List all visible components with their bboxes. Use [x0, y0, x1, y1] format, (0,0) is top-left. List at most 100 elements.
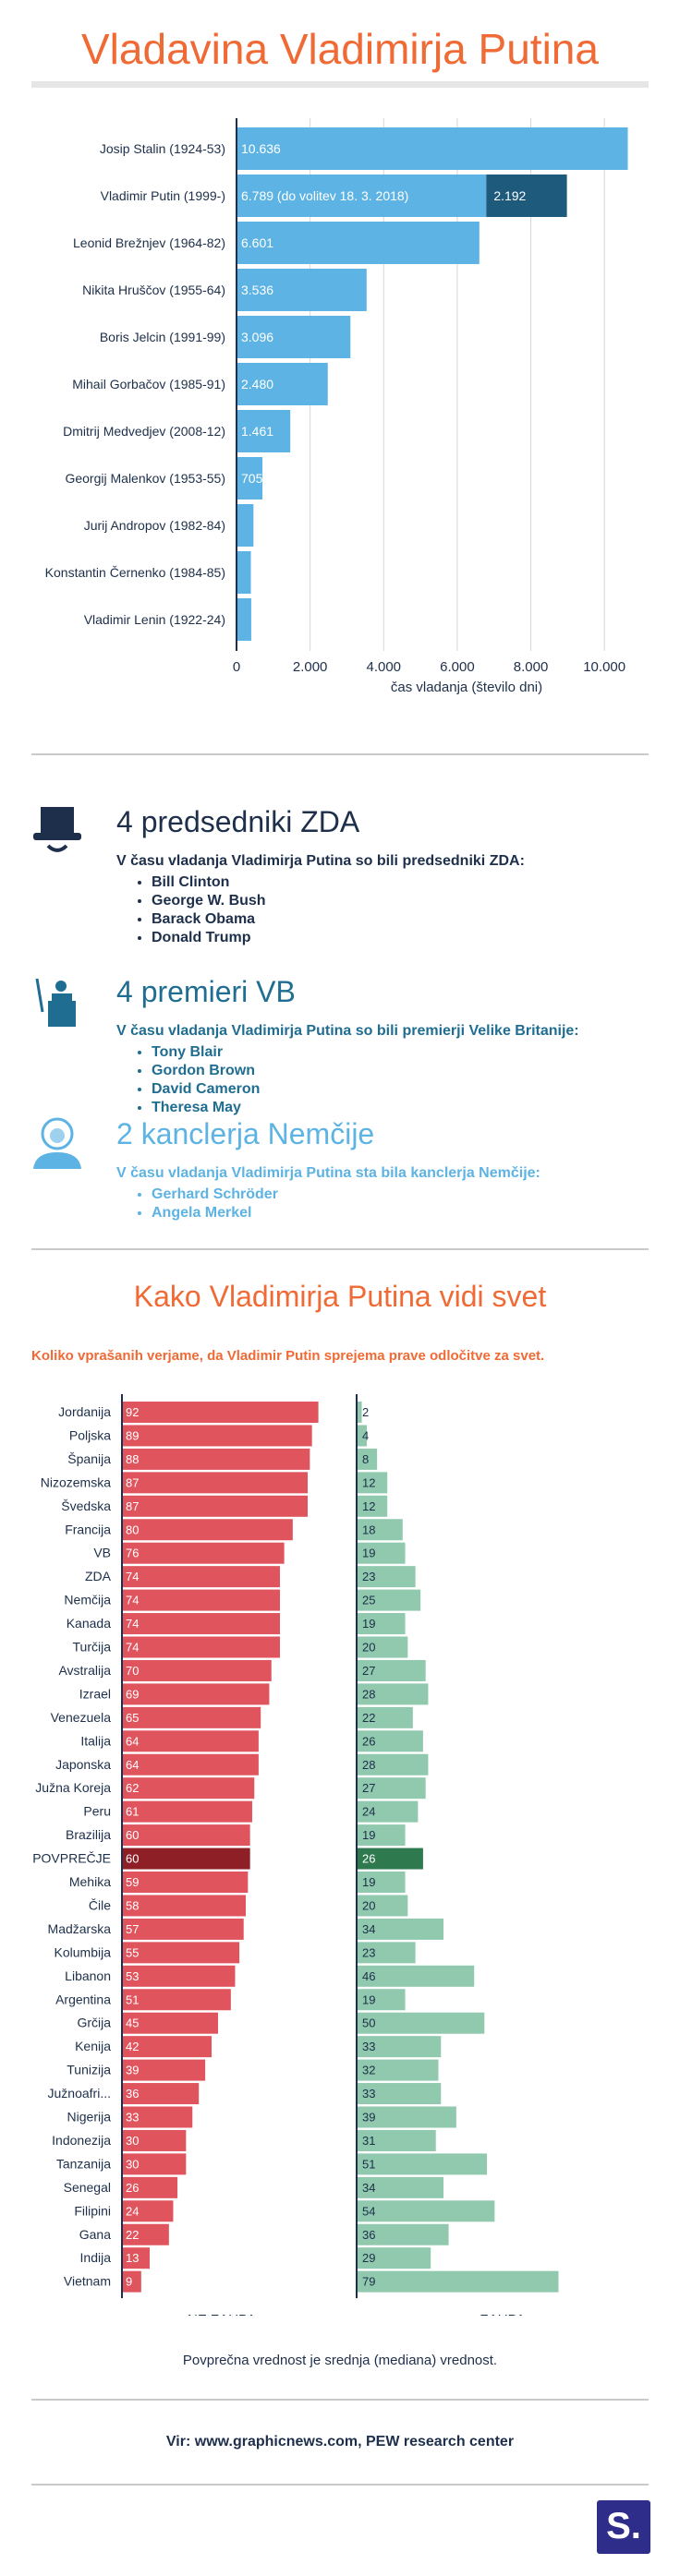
data-label: 20: [362, 1641, 375, 1655]
x-tick-label: 8.000: [514, 659, 549, 675]
distrust-bar: [122, 1448, 310, 1470]
distrust-bar: [122, 1589, 280, 1611]
top-hat-icon: [30, 801, 85, 861]
country-label: Peru: [83, 1804, 111, 1819]
list-item: Bill Clinton: [152, 873, 652, 892]
data-label: 23: [362, 1945, 375, 1959]
distrust-bar: [122, 1542, 285, 1564]
distrust-bar: [122, 1800, 252, 1823]
country-label: Libanon: [65, 1968, 111, 1983]
category-label: Mihail Gorbačov (1985-91): [72, 377, 225, 391]
distrust-bar: [122, 1753, 259, 1776]
distrust-bar: [122, 1659, 272, 1681]
list-item: David Cameron: [152, 1080, 652, 1099]
distrust-bar: [122, 1636, 280, 1658]
category-label: Vladimir Lenin (1922-24): [84, 612, 225, 627]
list-item: Barack Obama: [152, 910, 652, 929]
distrust-bar: [122, 1918, 244, 1940]
data-label: 58: [126, 1898, 139, 1912]
trust-bar: [357, 2106, 456, 2128]
data-label: 20: [362, 1898, 375, 1912]
distrust-bar: [122, 1425, 312, 1447]
country-label: Japonska: [55, 1757, 111, 1772]
data-label: 53: [126, 1969, 139, 1983]
country-label: VB: [93, 1546, 111, 1560]
data-label: 64: [126, 1758, 139, 1772]
data-label: 54: [362, 2204, 375, 2218]
distrust-bar: [122, 2129, 187, 2151]
list-item: Angela Merkel: [152, 1204, 652, 1222]
bar: [237, 269, 367, 311]
trust-bar: [357, 1918, 444, 1940]
page-title: Vladavina Vladimirja Putina: [81, 25, 599, 73]
data-label: 69: [126, 1687, 139, 1701]
distrust-bar: [122, 1706, 261, 1728]
data-label: 55: [126, 1945, 139, 1959]
trust-bar: [357, 1472, 388, 1494]
distrust-bar: [122, 2153, 187, 2175]
uk-premiers-list: Tony Blair Gordon Brown David Cameron Th…: [116, 1043, 652, 1117]
country-label: Južna Koreja: [35, 1780, 111, 1795]
data-label: 79: [362, 2275, 375, 2289]
data-label: 32: [362, 2064, 375, 2077]
bar: [237, 504, 254, 547]
data-label: 19: [362, 1617, 375, 1631]
data-label: 8: [362, 1452, 369, 1466]
data-label: 22: [362, 1711, 375, 1725]
distrust-bar: [122, 2223, 169, 2245]
list-item: Gerhard Schröder: [152, 1186, 652, 1204]
german-chancellors-block: 2 kanclerja Nemčije V času vladanja Vlad…: [116, 1117, 652, 1222]
bar: [237, 457, 263, 500]
uk-premiers-intro: V času vladanja Vladimirja Putina so bil…: [116, 1023, 579, 1039]
country-label: Kenija: [75, 2039, 111, 2053]
data-label: 51: [126, 1992, 139, 2006]
bar: [237, 410, 291, 452]
data-label: 26: [126, 2181, 139, 2195]
distrust-bar: [122, 2200, 174, 2222]
distrust-bar: [122, 2270, 141, 2293]
data-label: 28: [362, 1687, 375, 1701]
country-label: Gana: [79, 2227, 111, 2242]
x-axis-title: čas vladanja (število dni): [391, 680, 542, 695]
trust-bar: [357, 1706, 413, 1728]
country-label: Brazilija: [66, 1827, 111, 1842]
x-tick-label: 2.000: [293, 659, 328, 675]
x-tick-label: 0: [233, 659, 240, 675]
trust-bar: [357, 1683, 429, 1705]
publisher-logo[interactable]: S.: [597, 2500, 650, 2554]
data-label: 74: [126, 1594, 139, 1607]
data-label: 45: [126, 2016, 139, 2030]
section-divider: [31, 1248, 649, 1250]
trust-bar: [357, 1542, 406, 1564]
trust-bar: [357, 1730, 423, 1752]
distrust-bar: [122, 1895, 247, 1917]
bar: [237, 127, 628, 170]
data-label: 19: [362, 1992, 375, 2006]
trust-bar: [357, 1636, 408, 1658]
german-chancellors-heading: 2 kanclerja Nemčije: [116, 1117, 375, 1150]
data-label: 6.601: [241, 235, 273, 250]
trust-bar: [357, 2176, 444, 2198]
country-label: Nemčija: [64, 1593, 111, 1607]
x-tick-label: 10.000: [583, 659, 625, 675]
bar: [237, 175, 487, 217]
country-label: Jordanija: [58, 1404, 111, 1419]
section-divider: [31, 2484, 649, 2486]
bar: [237, 222, 480, 264]
list-item: Donald Trump: [152, 929, 652, 947]
data-label: 13: [126, 2251, 139, 2265]
trust-bar: [357, 1495, 388, 1517]
country-label: POVPREČJE: [32, 1851, 111, 1866]
data-label: 2.480: [241, 377, 273, 391]
section-divider: [31, 753, 649, 755]
distrust-bar: [122, 1777, 255, 1800]
trust-bar: [357, 1895, 408, 1917]
data-label: 33: [362, 2087, 375, 2101]
data-label: 74: [126, 1617, 139, 1631]
data-label: 42: [126, 2040, 139, 2053]
trust-bar: [357, 2153, 488, 2175]
uk-premiers-heading: 4 premieri VB: [116, 975, 296, 1008]
bar: [237, 316, 351, 358]
data-label: 64: [126, 1734, 139, 1748]
country-label: Venezuela: [51, 1710, 112, 1725]
